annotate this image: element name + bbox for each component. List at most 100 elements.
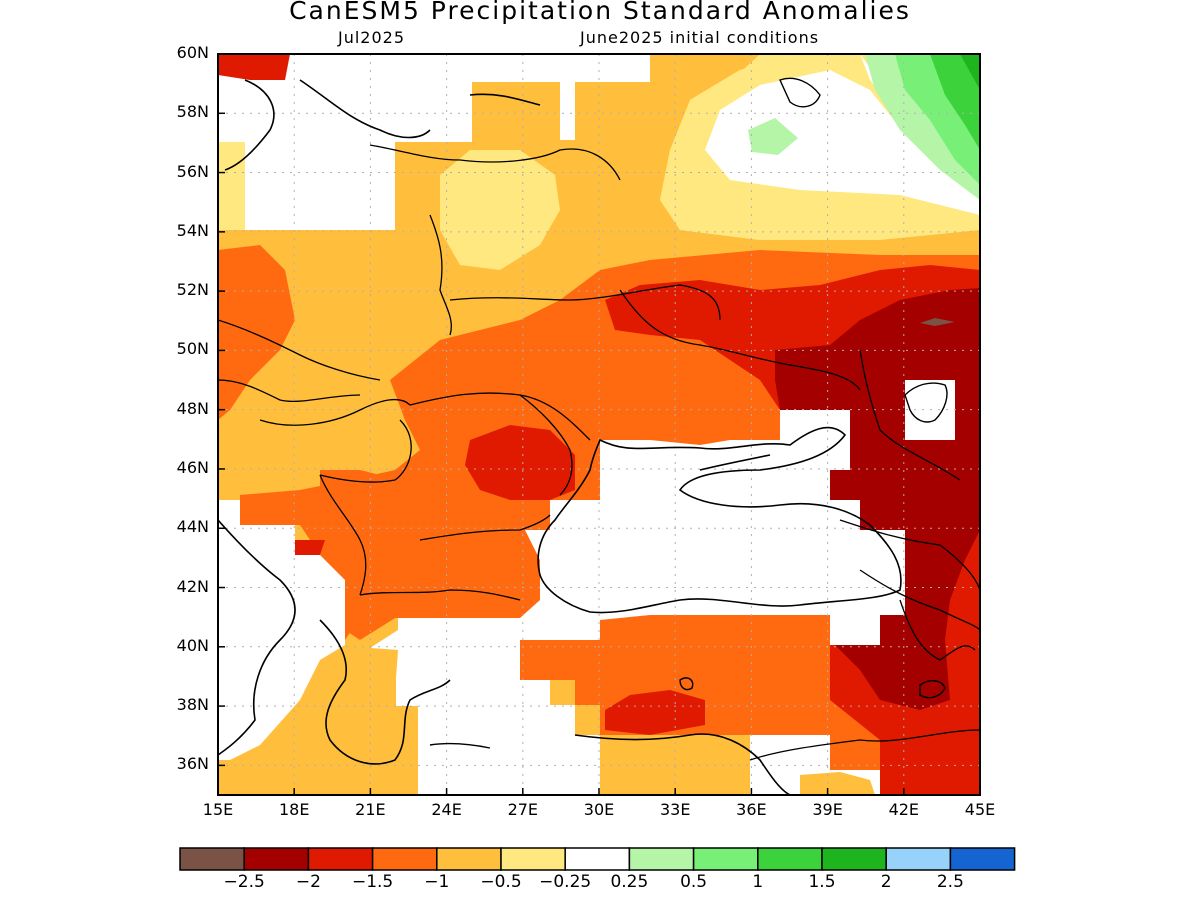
field-orange-balkans bbox=[320, 470, 520, 640]
field-red-nw bbox=[218, 54, 290, 80]
adriatic-mask bbox=[218, 500, 345, 760]
border-poland-west bbox=[218, 319, 381, 381]
colorbar-swatch bbox=[371, 847, 438, 871]
lat-label: 46N bbox=[176, 457, 209, 477]
colorbar-label: 1 bbox=[752, 872, 764, 892]
border-turkey-georgia bbox=[859, 569, 980, 631]
border-poland-belarus bbox=[429, 214, 452, 336]
lon-label: 27E bbox=[507, 800, 539, 819]
lon-label: 45E bbox=[964, 800, 996, 819]
lat-label: 40N bbox=[176, 635, 209, 655]
field-orange-west bbox=[218, 245, 295, 420]
field-yellow-north-inner bbox=[705, 70, 980, 215]
colorbar-swatch bbox=[179, 847, 245, 871]
coastlines bbox=[218, 79, 902, 795]
colorbar-swatch bbox=[564, 847, 631, 871]
lon-label: 39E bbox=[812, 800, 843, 819]
colorbar-label: −1 bbox=[424, 872, 450, 892]
border-baltics bbox=[369, 144, 621, 181]
turkey-south-coast bbox=[574, 733, 791, 795]
small-features bbox=[429, 77, 948, 749]
lat-label: 44N bbox=[176, 517, 209, 537]
cyprus-fragment bbox=[679, 677, 694, 691]
azov-coast bbox=[699, 454, 771, 471]
border-turkey-syria bbox=[749, 729, 980, 761]
field-brown-spot bbox=[920, 318, 955, 326]
field-red-turkey bbox=[605, 690, 705, 735]
border-germany-czech bbox=[218, 379, 361, 403]
colorbar-swatch bbox=[949, 847, 1016, 871]
initial-conditions-label: June2025 initial conditions bbox=[580, 28, 820, 47]
aegean-mask bbox=[370, 618, 600, 795]
colorbar-label: 2 bbox=[880, 872, 892, 892]
chart-title: CanESM5 Precipitation Standard Anomalies bbox=[289, 0, 911, 25]
border-ukraine-russia bbox=[619, 289, 861, 391]
borders bbox=[218, 144, 980, 761]
lat-label: 56N bbox=[176, 161, 209, 181]
border-bulgaria-south bbox=[359, 589, 521, 601]
border-slovakia-hungary bbox=[259, 398, 411, 426]
graticule bbox=[218, 54, 980, 795]
field-red-moldova bbox=[465, 425, 575, 500]
colorbar-label: −2 bbox=[295, 872, 321, 892]
colorbar-swatch bbox=[500, 847, 566, 871]
colorbar-swatch bbox=[436, 847, 502, 871]
colorbar-label: 1.5 bbox=[808, 872, 836, 892]
lon-label: 15E bbox=[202, 800, 234, 819]
lat-label: 42N bbox=[176, 576, 209, 596]
colorbar-swatch bbox=[757, 847, 823, 871]
field-green-ne bbox=[930, 54, 980, 150]
lon-label: 30E bbox=[583, 800, 615, 819]
lake-van bbox=[919, 680, 946, 699]
lon-label: 36E bbox=[736, 800, 767, 819]
colorbar-swatch bbox=[885, 847, 952, 871]
colorbar-label: 2.5 bbox=[936, 872, 964, 892]
lat-label: 60N bbox=[176, 43, 209, 62]
colorbar-label: −1.5 bbox=[351, 872, 394, 892]
lon-label: 24E bbox=[431, 800, 462, 819]
colorbar-label: 0.25 bbox=[610, 872, 649, 892]
colorbar-swatch bbox=[821, 847, 887, 871]
border-moldova bbox=[519, 394, 573, 496]
crete-fragment bbox=[429, 742, 491, 749]
border-hungary-romania bbox=[319, 419, 412, 483]
field-darkgreen-ne bbox=[960, 54, 980, 90]
colorbar-label: −0.25 bbox=[539, 872, 592, 892]
anomaly-fields bbox=[218, 54, 980, 795]
lat-label: 54N bbox=[176, 220, 209, 240]
border-romania-bulgaria bbox=[419, 514, 551, 541]
forecast-month: Jul2025 bbox=[338, 28, 406, 47]
caspian-fragment bbox=[904, 382, 948, 423]
colorbar-label: 0.5 bbox=[680, 872, 708, 892]
lat-label: 48N bbox=[176, 398, 209, 418]
field-red-balkan-small bbox=[295, 540, 325, 555]
field-yellow-levant bbox=[800, 772, 875, 795]
colorbar-label: −0.5 bbox=[480, 872, 522, 892]
black-sea-coast bbox=[537, 426, 902, 614]
axis-ticks bbox=[217, 53, 981, 795]
lon-label: 42E bbox=[888, 800, 920, 819]
italy-coast bbox=[218, 519, 296, 756]
border-serbia bbox=[319, 474, 367, 596]
field-yellow-belarus bbox=[440, 150, 560, 270]
black-sea-mask bbox=[520, 410, 905, 645]
border-belarus-ukraine bbox=[449, 284, 721, 321]
lon-label: 33E bbox=[659, 800, 691, 819]
border-armenia bbox=[899, 599, 976, 661]
colorbar-swatch bbox=[692, 847, 759, 871]
ladoga bbox=[779, 77, 821, 108]
lat-label: 52N bbox=[176, 280, 209, 300]
border-russia-kazakh bbox=[859, 349, 961, 481]
border-caucasus bbox=[839, 519, 980, 591]
lat-label: 38N bbox=[176, 695, 209, 715]
greece-coast bbox=[319, 619, 451, 765]
lat-label: 36N bbox=[176, 754, 209, 774]
border-romania-ukraine bbox=[409, 392, 591, 441]
field-palegreen-spot bbox=[748, 118, 798, 155]
lat-label: 50N bbox=[176, 339, 209, 359]
colorbar-swatch bbox=[307, 847, 374, 871]
colorbar-swatch bbox=[243, 847, 310, 871]
colorbar-label: −2.5 bbox=[223, 872, 265, 892]
colorbar bbox=[179, 847, 1016, 871]
